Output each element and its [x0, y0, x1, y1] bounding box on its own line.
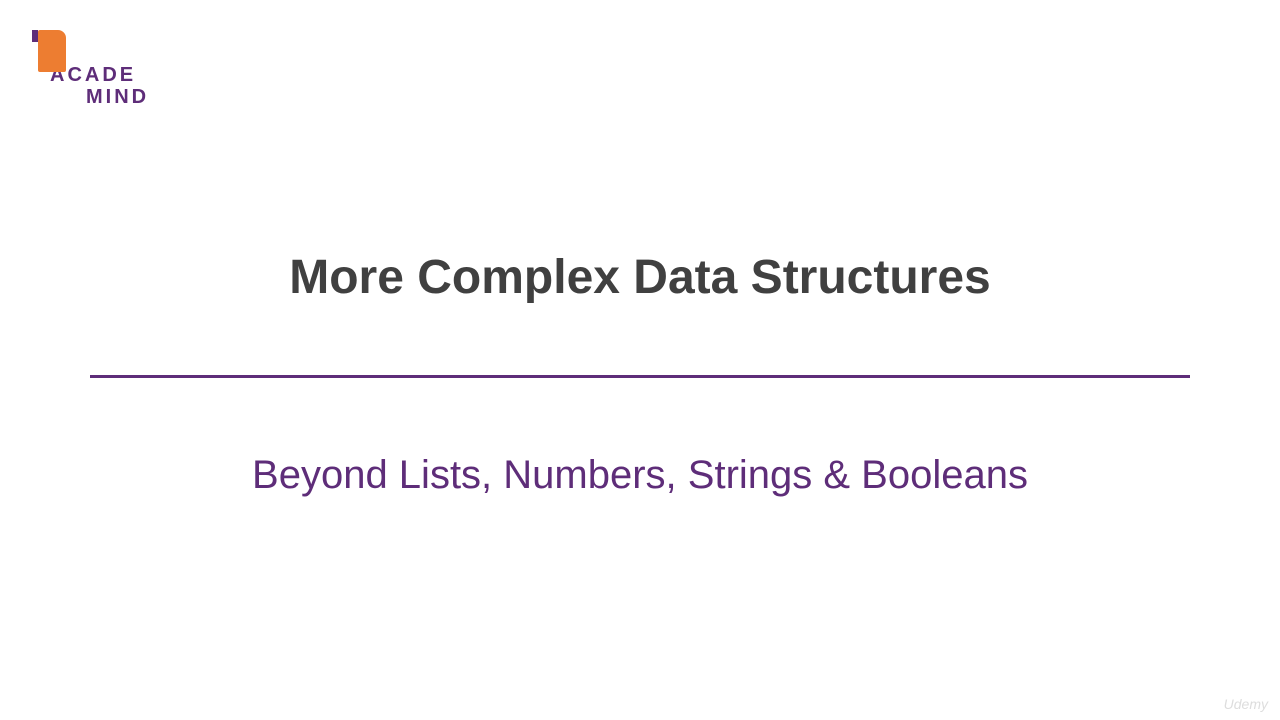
brand-logo: ACADE MIND [38, 30, 149, 108]
slide-content: More Complex Data Structures Beyond List… [90, 250, 1190, 498]
slide-subtitle: Beyond Lists, Numbers, Strings & Boolean… [90, 453, 1190, 498]
logo-mark-icon [38, 30, 66, 72]
logo-text-line2: MIND [86, 86, 149, 108]
watermark-text: Udemy [1224, 696, 1268, 712]
divider-line [90, 375, 1190, 378]
slide-title: More Complex Data Structures [90, 250, 1190, 305]
